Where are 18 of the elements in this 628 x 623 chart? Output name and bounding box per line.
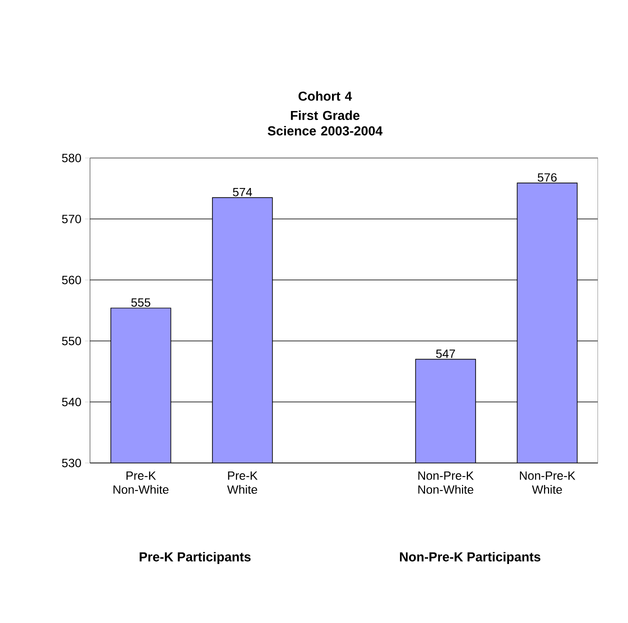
x-tick-label: Pre-K Non-White xyxy=(114,472,168,494)
text: Pre-K Participants xyxy=(140,552,251,564)
y-tick-label: 560 xyxy=(62,276,82,284)
chart-subtitle: First Grade Science 2003-2004 xyxy=(268,110,383,136)
y-tick-label: 570 xyxy=(62,214,82,224)
x-tick-label: Pre-K White xyxy=(227,472,258,494)
data-label: 555 xyxy=(131,298,150,307)
chart-title: Cohort 4 xyxy=(298,91,352,101)
y-tick-label: 550 xyxy=(62,336,82,346)
data-label: 547 xyxy=(436,350,455,358)
text: Non-Pre-K Participants xyxy=(400,552,540,564)
x-tick-label: Non-Pre-K Non-White xyxy=(418,472,474,494)
data-label: 576 xyxy=(538,173,557,182)
y-tick-label: 540 xyxy=(62,398,82,406)
data-label: 574 xyxy=(232,188,252,196)
y-tick-label: 580 xyxy=(62,154,82,162)
x-tick-label: Non-Pre-K White xyxy=(520,472,576,494)
y-tick-label: 530 xyxy=(62,458,82,468)
